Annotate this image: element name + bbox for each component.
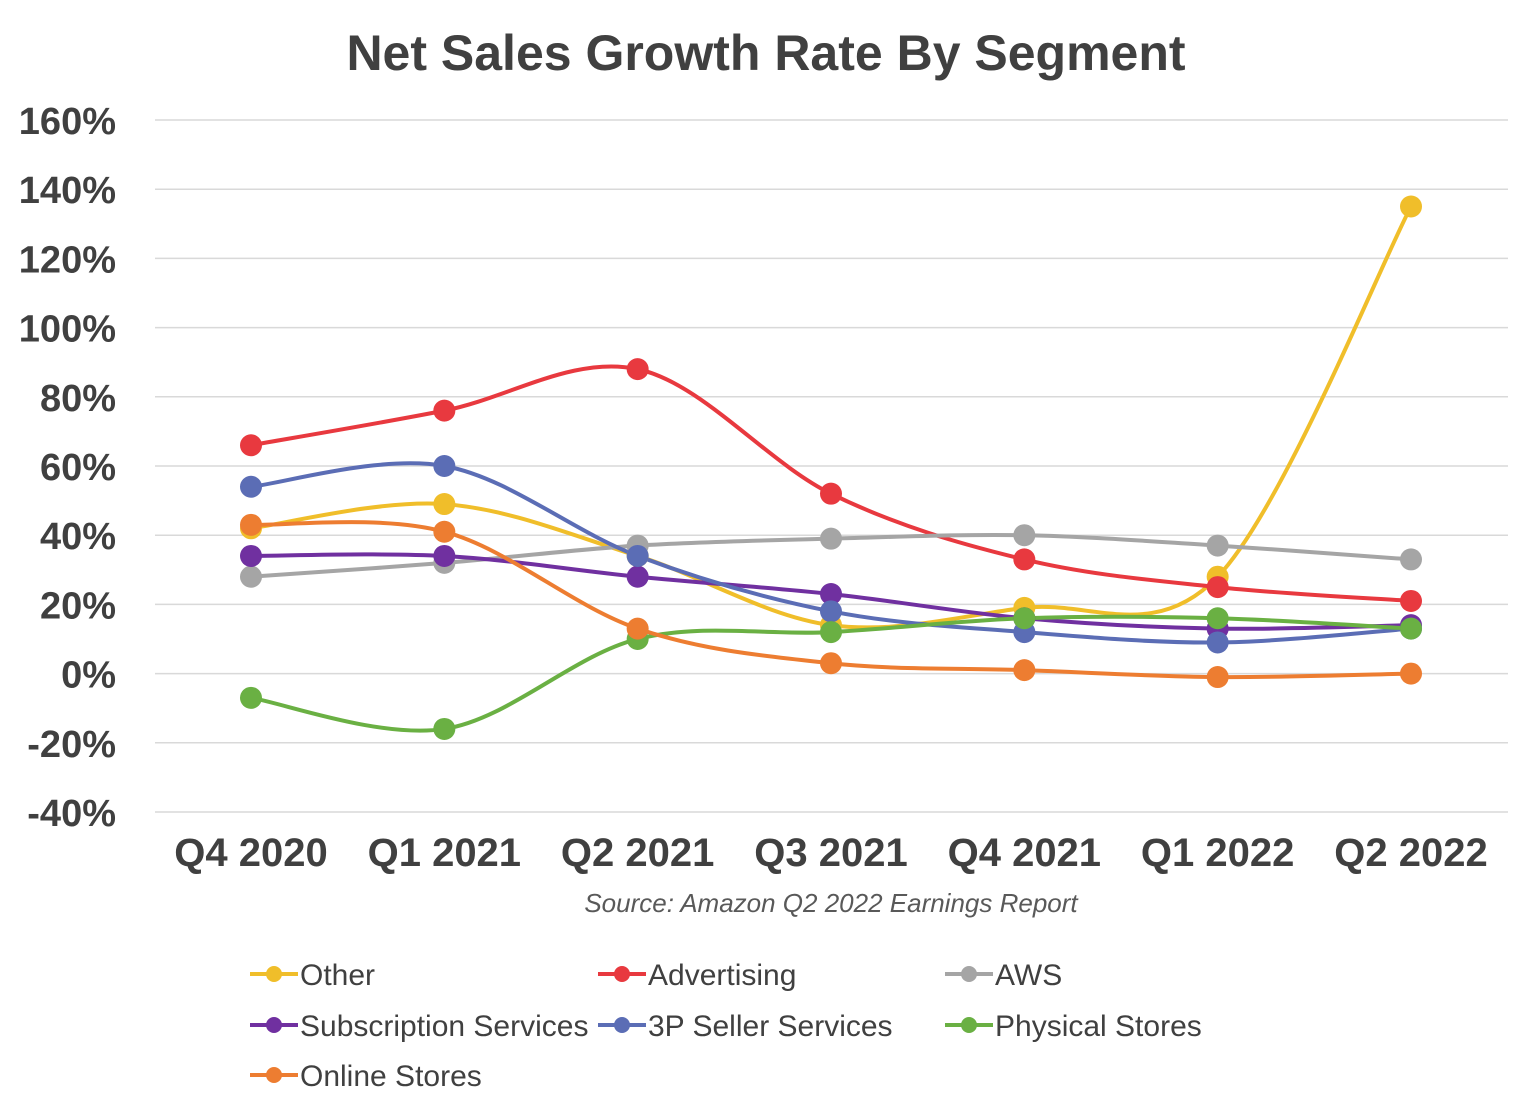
- data-point: [1400, 195, 1422, 218]
- legend-marker: [961, 966, 977, 982]
- x-tick-label: Q1 2022: [1141, 831, 1294, 875]
- legend-marker: [266, 966, 282, 982]
- data-point: [1206, 666, 1229, 689]
- x-tick-label: Q4 2021: [948, 831, 1101, 875]
- data-point: [240, 475, 262, 498]
- legend-marker: [266, 1067, 282, 1083]
- legend-label: Advertising: [648, 959, 796, 992]
- x-tick-label: Q2 2022: [1334, 831, 1487, 875]
- data-point: [433, 399, 456, 422]
- source-note: Source: Amazon Q2 2022 Earnings Report: [584, 888, 1079, 918]
- data-point: [433, 544, 456, 567]
- data-point: [1206, 607, 1229, 630]
- legend-marker: [266, 1017, 282, 1033]
- data-point: [1013, 524, 1036, 547]
- legend-item: Online Stores: [250, 1060, 482, 1093]
- y-tick-label: 40%: [40, 516, 116, 558]
- data-point: [1400, 589, 1422, 612]
- legend-label: Online Stores: [300, 1060, 482, 1093]
- data-point: [820, 583, 842, 606]
- data-point: [433, 717, 456, 740]
- data-point: [240, 513, 262, 536]
- chart-title: Net Sales Growth Rate By Segment: [346, 25, 1185, 81]
- data-point: [626, 617, 649, 640]
- legend-label: 3P Seller Services: [648, 1010, 893, 1043]
- data-point: [1400, 662, 1422, 685]
- data-point: [820, 652, 842, 675]
- data-point: [1013, 659, 1036, 682]
- y-tick-label: 80%: [40, 378, 116, 420]
- legend-label: AWS: [995, 959, 1062, 992]
- data-point: [1400, 617, 1422, 640]
- legend-marker: [961, 1017, 977, 1033]
- x-tick-label: Q1 2021: [368, 831, 521, 875]
- legend-item: Advertising: [598, 959, 796, 992]
- legend-marker: [614, 966, 630, 982]
- y-tick-label: 140%: [19, 170, 116, 212]
- legend-item: AWS: [945, 959, 1062, 992]
- data-point: [240, 686, 262, 709]
- data-point: [433, 455, 456, 477]
- legend-item: Physical Stores: [945, 1010, 1202, 1043]
- y-tick-label: 120%: [19, 239, 116, 281]
- data-point: [1400, 548, 1422, 571]
- x-tick-label: Q4 2020: [174, 831, 327, 875]
- data-point: [433, 520, 456, 543]
- data-point: [820, 621, 842, 644]
- data-point: [820, 600, 842, 623]
- y-tick-label: 60%: [40, 447, 116, 489]
- data-point: [240, 565, 262, 588]
- data-point: [820, 527, 842, 550]
- legend-item: Other: [250, 959, 375, 992]
- data-point: [1206, 576, 1229, 599]
- y-tick-label: 160%: [19, 101, 116, 143]
- data-point: [1013, 548, 1036, 571]
- legend-marker: [614, 1017, 630, 1033]
- legend-label: Subscription Services: [300, 1010, 588, 1043]
- legend-item: Subscription Services: [250, 1010, 588, 1043]
- data-point: [626, 358, 649, 381]
- y-tick-label: 100%: [19, 309, 116, 351]
- data-point: [1013, 607, 1036, 630]
- data-point: [1206, 534, 1229, 557]
- y-tick-label: -40%: [27, 793, 116, 835]
- y-tick-label: 0%: [61, 655, 116, 697]
- x-tick-label: Q3 2021: [754, 831, 907, 875]
- data-point: [820, 482, 842, 505]
- data-point: [626, 565, 649, 588]
- legend-item: 3P Seller Services: [598, 1010, 893, 1043]
- data-point: [1206, 631, 1229, 654]
- y-tick-label: -20%: [27, 724, 116, 766]
- y-tick-label: 20%: [40, 585, 116, 627]
- data-point: [626, 544, 649, 567]
- legend-label: Other: [300, 959, 375, 992]
- data-point: [433, 493, 456, 516]
- x-tick-label: Q2 2021: [561, 831, 714, 875]
- legend-label: Physical Stores: [995, 1010, 1202, 1043]
- data-point: [240, 544, 262, 567]
- data-point: [240, 434, 262, 457]
